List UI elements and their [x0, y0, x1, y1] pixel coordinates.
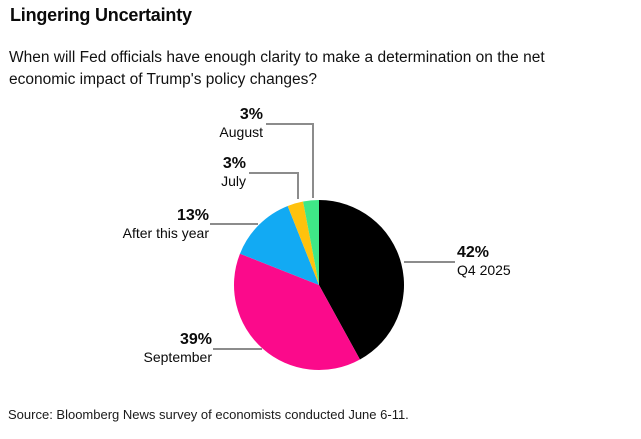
slice-percent-q4-2025: 42%	[457, 244, 490, 261]
chart-subtitle-line-1: When will Fed officials have enough clar…	[9, 48, 545, 66]
slice-name-september: September	[143, 349, 212, 365]
leader-line-august	[266, 123, 314, 198]
slice-percent-september: 39%	[179, 331, 212, 348]
chart-subtitle: When will Fed officials have enough clar…	[9, 47, 545, 91]
leader-line-july	[249, 172, 299, 199]
slice-label-july: 3% July	[221, 155, 246, 189]
pie-slice-after-this-year	[239, 205, 319, 285]
slice-label-after-this-year: 13% After this year	[123, 207, 209, 241]
slice-percent-after-this-year: 13%	[176, 207, 209, 224]
slice-label-q4-2025: 42% Q4 2025	[457, 244, 511, 278]
pie-slice-august	[303, 200, 319, 285]
slice-name-august: August	[219, 124, 263, 140]
slice-name-q4-2025: Q4 2025	[457, 262, 511, 278]
source-note: Source: Bloomberg News survey of economi…	[8, 407, 409, 422]
slice-name-after-this-year: After this year	[122, 225, 209, 241]
pie-slice-q4-2025	[319, 200, 405, 360]
slice-label-september: 39% September	[144, 331, 212, 365]
chart-title: Lingering Uncertainty	[10, 5, 192, 25]
chart-subtitle-line-2: economic impact of Trump's policy change…	[9, 70, 317, 88]
slice-percent-july: 3%	[222, 155, 246, 172]
pie-slice-september	[233, 253, 360, 371]
pie-slice-july	[287, 201, 319, 285]
slice-percent-august: 3%	[239, 106, 263, 123]
slice-label-august: 3% August	[219, 106, 263, 140]
slice-name-july: July	[221, 173, 246, 189]
